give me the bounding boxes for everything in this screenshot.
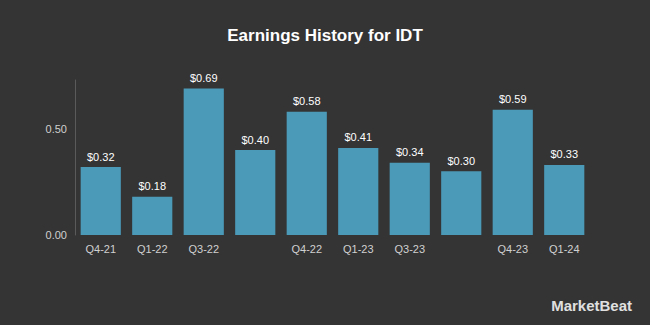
- svg-text:$0.41: $0.41: [344, 131, 372, 143]
- svg-text:Q1-24: Q1-24: [549, 243, 580, 255]
- svg-text:Earnings History for IDT: Earnings History for IDT: [227, 26, 423, 45]
- svg-text:Q4-23: Q4-23: [497, 243, 528, 255]
- svg-text:Q4-21: Q4-21: [85, 243, 116, 255]
- svg-text:$0.30: $0.30: [447, 155, 475, 167]
- svg-text:$0.33: $0.33: [550, 148, 578, 160]
- svg-text:$0.58: $0.58: [293, 95, 321, 107]
- svg-text:Q3-23: Q3-23: [394, 243, 425, 255]
- svg-text:0.00: 0.00: [46, 229, 67, 241]
- svg-text:$0.59: $0.59: [499, 93, 527, 105]
- svg-text:Q4-22: Q4-22: [291, 243, 322, 255]
- svg-text:$0.69: $0.69: [190, 72, 218, 84]
- svg-text:Q1-23: Q1-23: [343, 243, 374, 255]
- svg-text:$0.18: $0.18: [138, 180, 166, 192]
- svg-text:0.50: 0.50: [46, 123, 67, 135]
- svg-text:$0.34: $0.34: [396, 146, 424, 158]
- svg-text:Q1-22: Q1-22: [137, 243, 168, 255]
- svg-text:$0.40: $0.40: [241, 134, 269, 146]
- svg-text:MarketBeat: MarketBeat: [551, 297, 632, 314]
- svg-text:$0.32: $0.32: [87, 151, 115, 163]
- svg-text:Q3-22: Q3-22: [188, 243, 219, 255]
